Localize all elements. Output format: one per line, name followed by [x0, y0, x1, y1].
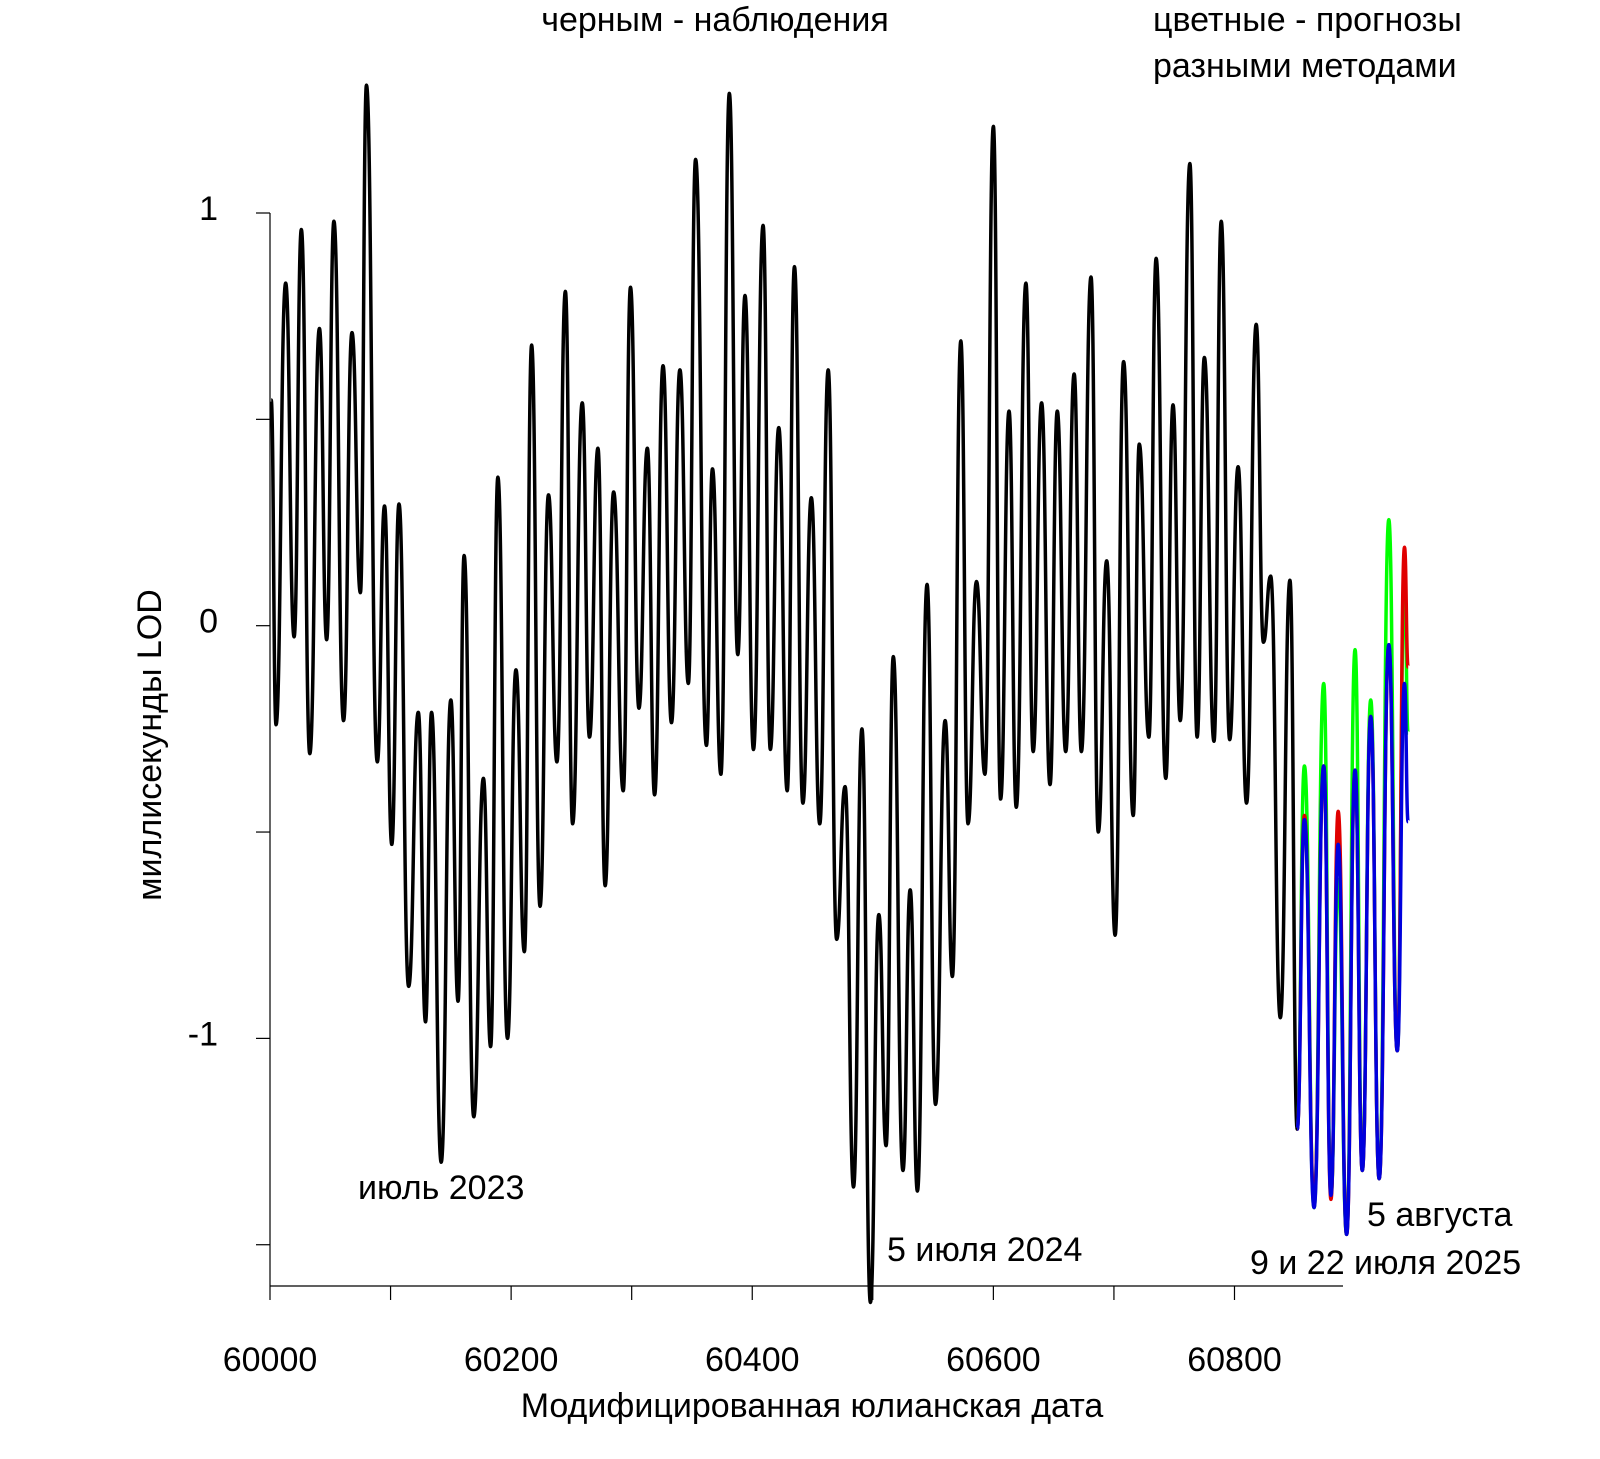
y-tick-label: -1: [188, 1015, 218, 1053]
x-tick-label: 60800: [1187, 1341, 1282, 1379]
series-line: [1295, 642, 1410, 1237]
annotation: 5 июля 2024: [887, 1231, 1082, 1269]
x-axis-label: Модифицированная юлианская дата: [521, 1387, 1104, 1425]
annotation: 5 августа: [1367, 1196, 1513, 1234]
x-tick-label: 60200: [464, 1341, 559, 1379]
annotation: черным - наблюдения: [541, 1, 889, 39]
annotation: июль 2023: [358, 1169, 524, 1207]
x-tick-label: 60000: [223, 1341, 318, 1379]
x-tick-label: 60600: [946, 1341, 1041, 1379]
annotation: цветные - прогнозы: [1153, 1, 1462, 39]
annotation: 9 и 22 июля 2025: [1250, 1244, 1521, 1282]
y-axis-label: миллисекунды LOD: [131, 589, 169, 901]
y-tick-label: 1: [199, 190, 218, 228]
annotation: разными методами: [1153, 47, 1457, 85]
x-tick-label: 60400: [705, 1341, 800, 1379]
y-tick-label: 0: [199, 603, 218, 641]
series-line: [269, 83, 1299, 1305]
